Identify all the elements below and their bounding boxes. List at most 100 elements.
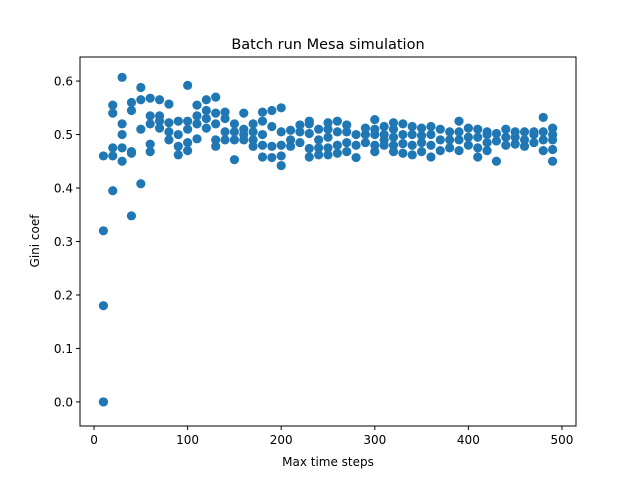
data-point (454, 135, 464, 145)
data-point (454, 127, 464, 137)
data-point (407, 121, 417, 132)
data-point (398, 148, 408, 158)
y-tick-label: 0.4 (54, 182, 73, 196)
data-point (332, 140, 342, 150)
data-point (229, 119, 240, 129)
data-point (173, 141, 183, 151)
data-point (548, 123, 558, 133)
y-axis-ticks: 0.0 0.1 0.2 0.3 0.4 0.5 0.6 (54, 75, 80, 409)
data-point (248, 127, 258, 137)
data-point (314, 124, 324, 134)
data-point (145, 119, 155, 129)
data-point (398, 139, 408, 149)
data-point (360, 123, 371, 133)
data-point (154, 123, 165, 133)
data-point (323, 143, 333, 153)
data-point (529, 127, 539, 137)
data-point (548, 129, 558, 140)
data-point (342, 137, 352, 148)
y-tick-label: 0.6 (54, 75, 73, 89)
data-point (295, 137, 305, 148)
data-point (388, 118, 399, 128)
data-point (342, 127, 352, 137)
data-point (473, 124, 483, 134)
data-point (379, 129, 389, 140)
data-point (229, 155, 240, 165)
data-point (445, 127, 455, 137)
data-point (519, 127, 530, 137)
data-point (351, 129, 361, 140)
data-point (304, 143, 314, 154)
data-point (435, 135, 445, 145)
data-point (426, 152, 436, 162)
data-point (267, 152, 277, 163)
y-tick-label: 0.5 (54, 128, 73, 142)
data-point (501, 140, 511, 150)
data-point (510, 139, 520, 149)
data-point (229, 135, 240, 145)
data-point (398, 129, 408, 140)
data-point (426, 121, 436, 132)
data-point (445, 135, 455, 145)
data-point (482, 137, 492, 148)
data-point (126, 147, 137, 157)
data-point (220, 107, 230, 117)
data-point (332, 148, 342, 158)
data-point (267, 141, 277, 151)
data-point (257, 140, 268, 150)
data-point (173, 150, 183, 160)
data-point (473, 152, 483, 162)
data-point (304, 152, 314, 162)
data-point (192, 134, 202, 144)
data-point (295, 127, 305, 137)
data-point (285, 141, 296, 151)
data-point (108, 151, 118, 161)
data-point (136, 124, 146, 134)
data-point (323, 118, 333, 128)
data-point (164, 99, 174, 109)
data-point (501, 132, 511, 142)
data-point (276, 140, 286, 150)
plot-frame (79, 56, 577, 427)
data-point (388, 132, 399, 142)
data-point (454, 116, 464, 126)
data-point (267, 121, 277, 132)
data-point (108, 143, 118, 153)
data-point (538, 145, 548, 156)
data-point (314, 143, 324, 153)
data-point (136, 95, 146, 105)
data-point (211, 135, 221, 145)
data-point (117, 72, 127, 82)
data-point (276, 151, 286, 161)
data-point (145, 139, 155, 149)
data-point (192, 100, 202, 110)
data-point (98, 301, 108, 311)
data-point (285, 135, 296, 145)
data-point (98, 397, 108, 407)
data-point (183, 145, 193, 156)
data-point (538, 135, 548, 145)
data-point (435, 124, 445, 134)
data-point (491, 156, 502, 166)
data-point (323, 150, 333, 160)
data-point (239, 124, 249, 134)
data-point (164, 118, 174, 128)
data-point (201, 105, 211, 116)
data-point (482, 145, 492, 156)
x-tick-label: 100 (176, 433, 199, 447)
data-point (407, 150, 417, 160)
data-point (108, 108, 118, 118)
data-point (548, 156, 558, 166)
data-point (416, 131, 427, 141)
data-point (201, 113, 211, 124)
data-point (370, 124, 380, 134)
chart-title: Batch run Mesa simulation (231, 37, 424, 53)
data-point (454, 145, 464, 156)
data-point (201, 123, 211, 133)
data-point (173, 129, 183, 140)
data-point (304, 128, 314, 139)
data-point (407, 140, 417, 150)
data-point (267, 105, 277, 116)
data-point (351, 140, 361, 150)
